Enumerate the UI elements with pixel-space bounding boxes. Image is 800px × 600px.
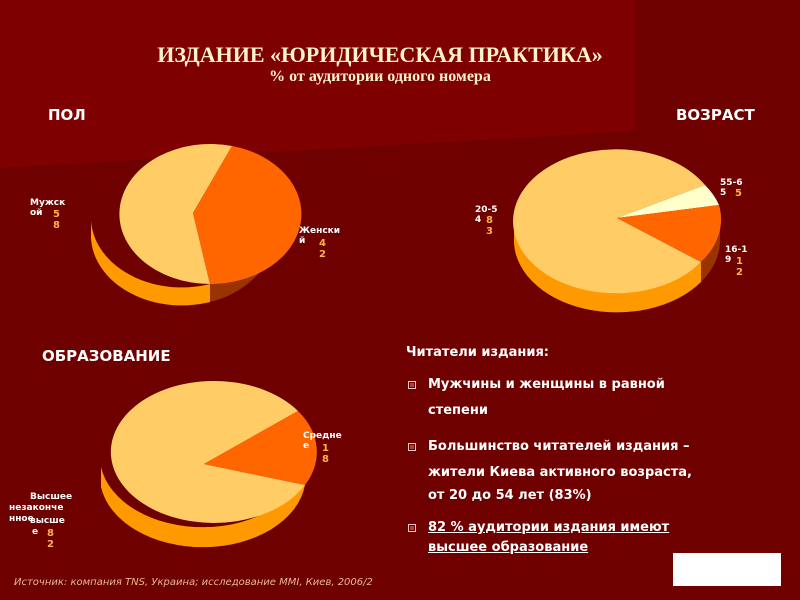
section-title-age: ВОЗРАСТ (676, 106, 755, 124)
label-text: 9 (725, 255, 732, 265)
label-higher-line2: незаконче (9, 503, 64, 513)
value-male: 5 8 (53, 209, 60, 231)
bullet-item: Мужчины и женщины в равной степени (406, 372, 786, 424)
value-16-19: 1 2 (736, 256, 743, 278)
label-text: 5 (720, 188, 727, 198)
value-text: 2 (736, 267, 743, 278)
label-higher-line4: высше (30, 516, 65, 526)
value-text: 3 (486, 226, 493, 237)
readers-heading: Читатели издания: (406, 345, 549, 360)
bullet-item: Большинство читателей издания – жители К… (406, 434, 786, 506)
bullet-text: от 20 до 54 лет (83%) (428, 488, 592, 503)
value-secondary: 1 8 (322, 443, 329, 465)
label-higher-line3: нное (9, 514, 34, 524)
label-text: Средне (303, 431, 342, 441)
bullet-text: степени (428, 403, 488, 418)
blank-white-box (673, 553, 781, 586)
label-female: Женски й (299, 226, 340, 246)
value-text: 8 (322, 454, 329, 465)
value-55-65: 5 (735, 188, 742, 199)
source-footnote: Источник: компания TNS, Украина; исследо… (14, 577, 373, 588)
label-male: Мужск ой (30, 198, 65, 218)
value-text: 8 (53, 220, 60, 231)
section-title-gender: ПОЛ (48, 106, 86, 124)
label-text: 20-5 (475, 205, 498, 215)
label-text: Мужск (30, 198, 66, 208)
label-text: 4 (475, 215, 482, 225)
bullet-text: жители Киева активного возраста, (428, 465, 692, 480)
section-title-education: ОБРАЗОВАНИЕ (42, 347, 171, 365)
value-text: 2 (47, 539, 54, 550)
bullet-text: 82 % аудитории издания имеют (428, 520, 670, 535)
value-text: 5 (53, 209, 60, 220)
label-higher-line1: Высшее (30, 492, 73, 502)
value-text: 2 (319, 249, 326, 260)
label-20-54: 20-5 4 (475, 205, 498, 225)
label-55-65: 55-6 5 (720, 178, 743, 198)
readers-summary: Читатели издания: Мужчины и женщины в ра… (406, 345, 786, 566)
bullet-text: Большинство читателей издания – (428, 439, 690, 454)
value-higher: 8 2 (47, 528, 54, 550)
label-text: е (303, 441, 310, 451)
label-text: ой (30, 208, 43, 218)
square-bullet-icon (408, 443, 416, 451)
label-text: Женски (299, 226, 341, 236)
value-text: 8 (486, 215, 493, 226)
value-text: 1 (736, 256, 743, 267)
slice-female (193, 146, 302, 285)
bullet-item: 82 % аудитории издания имеют высшее обра… (406, 518, 786, 558)
bullet-text: высшее образование (428, 540, 589, 555)
slice-higher (110, 380, 305, 523)
value-text: 1 (322, 443, 329, 454)
value-female: 4 2 (319, 238, 326, 260)
label-text: 16-1 (725, 245, 748, 255)
square-bullet-icon (408, 381, 416, 389)
slice-16-19 (617, 205, 722, 262)
slide-title: ИЗДАНИЕ «ЮРИДИЧЕСКАЯ ПРАКТИКА» (157, 42, 603, 67)
label-secondary: Средне е (303, 431, 342, 451)
label-higher-line5: е (32, 527, 39, 537)
slice-male (119, 144, 232, 284)
label-16-19: 16-1 9 (725, 245, 748, 265)
value-text: 4 (319, 238, 326, 249)
value-text: 5 (735, 188, 742, 199)
bullet-text: Мужчины и женщины в равной (428, 377, 665, 392)
slide-subtitle: % от аудитории одного номера (269, 68, 491, 85)
slice-secondary (204, 411, 317, 485)
slice-55-65 (617, 185, 719, 218)
label-text: 55-6 (720, 178, 743, 188)
label-text: й (299, 236, 306, 246)
value-text: 8 (47, 528, 54, 539)
value-20-54: 8 3 (486, 215, 493, 237)
square-bullet-icon (408, 524, 416, 532)
slice-20-54 (513, 149, 705, 294)
